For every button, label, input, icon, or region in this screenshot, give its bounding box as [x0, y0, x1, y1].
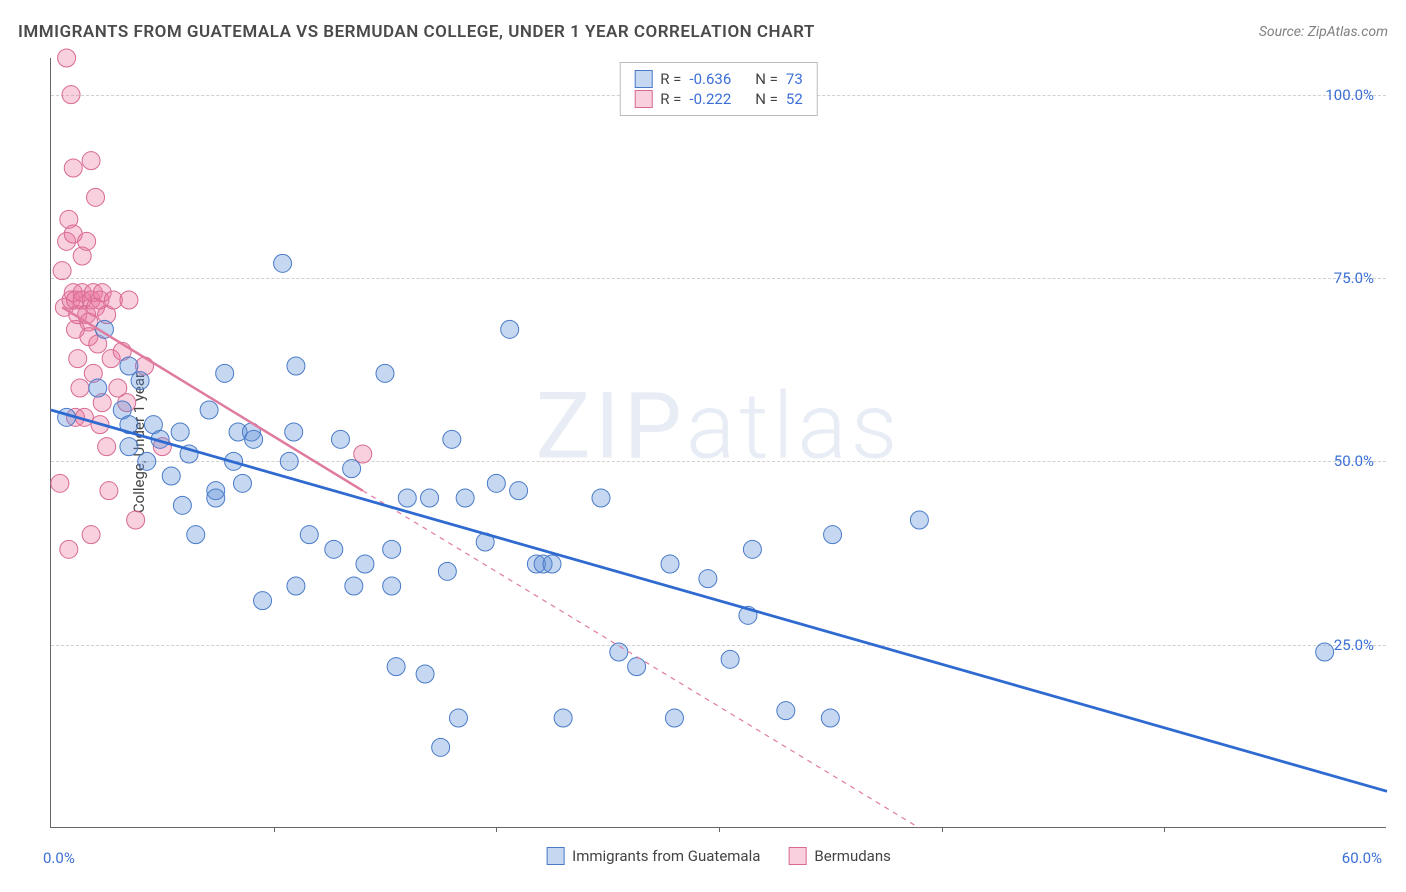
plot-area: College, Under 1 year 25.0%50.0%75.0%100…: [50, 58, 1386, 828]
trendline-layer: [51, 58, 1386, 827]
source-attribution: Source: ZipAtlas.com: [1259, 24, 1388, 40]
x-tick: [719, 827, 720, 832]
chart-container: IMMIGRANTS FROM GUATEMALA VS BERMUDAN CO…: [0, 0, 1406, 892]
legend-swatch: [634, 90, 652, 108]
legend-swatch: [546, 847, 564, 865]
series-legend: Immigrants from Guatemala Bermudans: [546, 847, 891, 865]
x-tick: [1164, 827, 1165, 832]
x-tick: [274, 827, 275, 832]
legend-label: Immigrants from Guatemala: [572, 847, 760, 865]
x-axis-min-label: 0.0%: [43, 849, 75, 867]
legend-swatch: [788, 847, 806, 865]
trendline-bermudans-extrapolated: [363, 491, 920, 828]
chart-title: IMMIGRANTS FROM GUATEMALA VS BERMUDAN CO…: [18, 22, 815, 42]
x-axis-max-label: 60.0%: [1342, 849, 1382, 867]
x-tick: [496, 827, 497, 832]
trendline-bermudans: [62, 307, 363, 490]
x-tick: [942, 827, 943, 832]
legend-swatch: [634, 70, 652, 88]
legend-item: Immigrants from Guatemala: [546, 847, 760, 865]
legend-row: R = -0.636N = 73: [634, 69, 803, 89]
legend-row: R = -0.222N = 52: [634, 89, 803, 109]
legend-item: Bermudans: [788, 847, 890, 865]
trendline-guatemala: [51, 410, 1387, 791]
correlation-legend: R = -0.636N = 73R = -0.222N = 52: [619, 62, 818, 116]
legend-label: Bermudans: [814, 847, 890, 865]
